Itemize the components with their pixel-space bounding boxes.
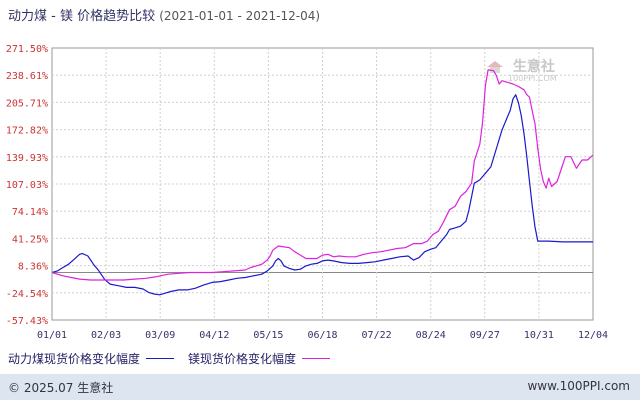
y-tick-label: -57.43%	[6, 316, 48, 327]
series-lines	[51, 69, 594, 296]
y-tick-label: 271.50%	[6, 44, 48, 55]
y-tick-label: 74.14%	[12, 207, 48, 218]
x-tick-label: 01/01	[37, 330, 67, 341]
watermark-brand: 生意社	[512, 59, 555, 75]
y-tick-label: 238.61%	[6, 71, 48, 82]
x-tick-label: 05/15	[253, 330, 283, 341]
y-tick-label: 205.71%	[6, 98, 48, 109]
x-tick-label: 07/22	[362, 330, 392, 341]
y-tick-label: 8.36%	[18, 262, 48, 273]
footer-url[interactable]: www.100PPI.com	[527, 379, 630, 393]
house-logo-icon	[487, 61, 503, 73]
y-axis: 271.50% 238.61% 205.71% 172.82% 139.93% 107.0…	[6, 44, 48, 327]
footer-copyright: © 2025.07 生意社	[8, 381, 114, 395]
y-tick-label: 41.25%	[12, 234, 48, 245]
legend-swatch-magnesium	[302, 358, 331, 359]
y-tick-label: 107.03%	[6, 180, 48, 191]
x-axis: 01/01 02/03 03/09 04/12 05/15 06/18 07/22 08/24…	[37, 330, 608, 341]
chart-title-text: 动力煤 - 镁 价格趋势比较	[8, 9, 156, 24]
x-tick-label: 03/09	[145, 330, 175, 341]
x-tick-label: 08/24	[416, 330, 446, 341]
x-tick-label: 02/03	[91, 330, 121, 341]
chart-title: 动力煤 - 镁 价格趋势比较 (2021-01-01 - 2021-12-04)	[8, 5, 320, 24]
watermark: 生意社 100PPI.COM	[486, 56, 557, 83]
legend: 动力煤现货价格变化幅度 镁现货价格变化幅度	[8, 350, 344, 367]
series-line-magnesium	[51, 69, 594, 281]
x-tick-label: 04/12	[199, 330, 229, 341]
x-tick-label: 10/31	[524, 330, 554, 341]
y-tick-label: 172.82%	[6, 126, 48, 137]
x-tick-label: 09/27	[470, 330, 500, 341]
legend-swatch-coal	[146, 358, 175, 359]
x-tick-label: 06/18	[307, 330, 337, 341]
footer: © 2025.07 生意社 www.100PPI.com	[0, 374, 640, 400]
legend-label-magnesium: 镁现货价格变化幅度	[188, 352, 297, 366]
y-tick-label: 139.93%	[6, 153, 48, 164]
legend-item-magnesium: 镁现货价格变化幅度	[188, 350, 331, 367]
x-tick-label: 12/04	[578, 330, 608, 341]
series-line-coal	[51, 94, 593, 296]
watermark-url: 100PPI.COM	[508, 74, 557, 83]
legend-item-coal: 动力煤现货价格变化幅度	[8, 350, 175, 367]
chart-date-range: (2021-01-01 - 2021-12-04)	[159, 9, 321, 23]
y-tick-label: -24.54%	[6, 289, 48, 300]
legend-label-coal: 动力煤现货价格变化幅度	[8, 352, 141, 366]
